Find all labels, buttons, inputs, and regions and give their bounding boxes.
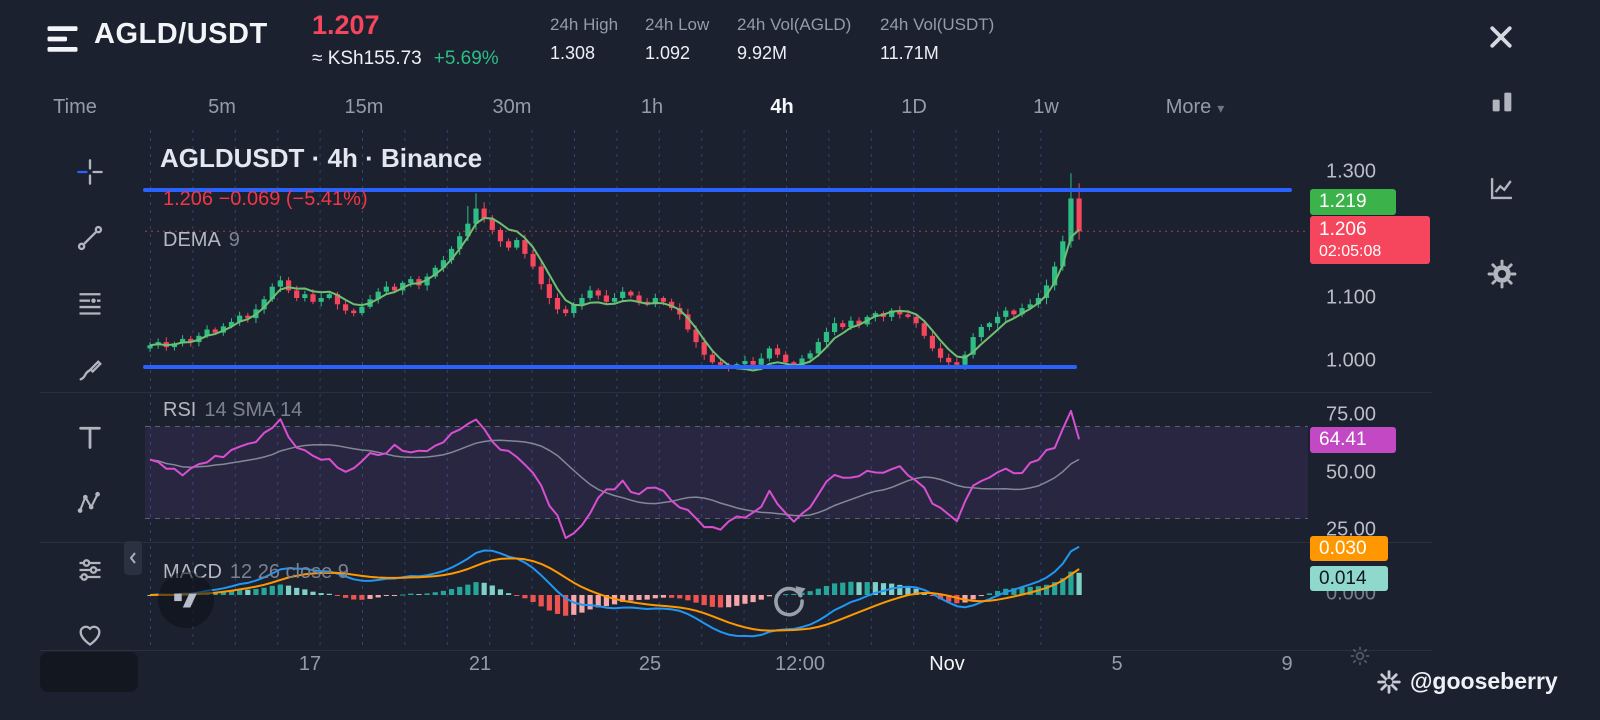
last-price-badge: 1.206 02:05:08 xyxy=(1310,216,1430,264)
gear-icon xyxy=(1487,259,1517,289)
candle-countdown: 02:05:08 xyxy=(1319,242,1382,260)
settings-button[interactable] xyxy=(1484,256,1520,292)
columns-icon xyxy=(1492,92,1512,112)
dema-params: 9 xyxy=(228,229,240,251)
close-icon xyxy=(1490,26,1512,48)
timeframe-Time[interactable]: Time xyxy=(53,96,97,118)
tradingview-logo-icon xyxy=(174,593,197,608)
price-axis-label: 1.100 xyxy=(1326,286,1377,309)
dema-indicator-label[interactable]: DEMA 9 xyxy=(163,229,240,252)
last-price: 1.207 xyxy=(312,10,380,40)
timeframe-more-button[interactable]: More ▾ xyxy=(1166,96,1225,119)
text-tool-icon xyxy=(79,426,101,449)
rsi-params: 14 SMA 14 xyxy=(204,399,303,421)
stat-label: 24h Vol(USDT) xyxy=(880,15,995,34)
dema-value-badge: 1.219 xyxy=(1310,189,1396,215)
watermark: @gooseberry xyxy=(1376,668,1558,695)
heart-icon xyxy=(79,625,101,646)
timeframe-1w[interactable]: 1w xyxy=(1033,96,1059,118)
text-tool-button[interactable] xyxy=(68,415,112,459)
stat-label: 24h Vol(AGLD) xyxy=(737,15,852,34)
xabcd-pattern-icon xyxy=(77,491,100,513)
stat-2: 24h Vol(AGLD) 9.92M xyxy=(737,15,851,64)
symbol-title: AGLD/USDT xyxy=(94,18,268,50)
macd-signal-badge: 0.030 xyxy=(1310,536,1388,561)
stat-value: 1.092 xyxy=(645,43,691,63)
trend-line-icon xyxy=(77,225,103,251)
stat-value: 1.308 xyxy=(550,43,596,63)
timeframe-4h[interactable]: 4h xyxy=(770,96,794,118)
menu-icon xyxy=(47,26,78,52)
stat-label: 24h High xyxy=(550,15,619,34)
xabcd-pattern-tool-button[interactable] xyxy=(68,481,112,525)
stat-1: 24h Low 1.092 xyxy=(645,15,709,64)
columns-panel-button[interactable] xyxy=(1484,84,1520,120)
tradingview-logo[interactable] xyxy=(158,572,214,628)
rsi-axis-label: 75.00 xyxy=(1326,403,1377,426)
last-price-value: 1.206 xyxy=(1319,219,1367,240)
more-label: More xyxy=(1165,96,1212,118)
time-axis-label: 5 xyxy=(1111,653,1123,675)
fib-retracement-icon xyxy=(79,293,101,315)
stat-3: 24h Vol(USDT) 11.71M xyxy=(880,15,994,64)
sliders-icon xyxy=(79,559,101,581)
stat-value: 9.92M xyxy=(737,43,788,63)
rsi-axis-label: 25.00 xyxy=(1326,518,1377,541)
timeframe-15m[interactable]: 15m xyxy=(344,96,384,118)
refresh-icon xyxy=(774,586,806,617)
timeframe-1h[interactable]: 1h xyxy=(640,96,664,118)
chevron-down-icon: ▾ xyxy=(1217,100,1225,116)
time-axis-label: 12:00 xyxy=(774,653,826,675)
macd-value-badge: 0.014 xyxy=(1310,566,1388,591)
rsi-axis-label: 50.00 xyxy=(1326,461,1377,484)
fiat-price: ≈ KSh155.73 xyxy=(312,48,422,69)
watermark-gear-icon xyxy=(1350,646,1370,671)
fib-retracement-tool-button[interactable] xyxy=(68,281,112,325)
timeframe-1D[interactable]: 1D xyxy=(901,96,927,118)
close-button[interactable] xyxy=(1486,22,1518,54)
time-axis-label: 25 xyxy=(638,653,662,675)
sliders-tool-button[interactable] xyxy=(68,548,112,592)
rsi-value-badge: 64.41 xyxy=(1310,427,1396,453)
fiat-price-row: ≈ KSh155.73 +5.69% xyxy=(312,48,499,70)
chart-style-button[interactable] xyxy=(1484,170,1520,206)
rsi-indicator-label[interactable]: RSI 14 SMA 14 xyxy=(163,399,302,422)
chevron-left-icon xyxy=(129,552,136,564)
stat-value: 11.71M xyxy=(880,43,939,63)
price-change-line: 1.206 −0.069 (−5.41%) xyxy=(163,188,368,210)
time-axis-label: Nov xyxy=(929,653,965,675)
stat-0: 24h High 1.308 xyxy=(550,15,618,64)
time-axis-label: 17 xyxy=(298,653,322,675)
price-axis-label: 1.000 xyxy=(1326,349,1377,372)
crosshair-tool-button[interactable] xyxy=(68,150,112,194)
time-axis-label: 9 xyxy=(1281,653,1293,675)
chart-title: AGLDUSDT · 4h · Binance xyxy=(160,143,483,173)
toolbar-corner-shade xyxy=(40,652,138,692)
toolbar-collapse-handle[interactable] xyxy=(124,541,142,575)
macd-params: 12 26 close 9 xyxy=(229,561,349,583)
favorites-tool-button[interactable] xyxy=(68,613,112,657)
brush-icon xyxy=(79,360,102,381)
stat-label: 24h Low xyxy=(645,15,710,34)
timeframe-30m[interactable]: 30m xyxy=(492,96,532,118)
asterisk-icon xyxy=(1377,669,1401,694)
brush-tool-button[interactable] xyxy=(68,348,112,392)
crosshair-icon xyxy=(77,159,103,185)
watermark-handle: @gooseberry xyxy=(1410,668,1558,694)
rsi-name: RSI xyxy=(163,399,197,421)
refresh-button[interactable] xyxy=(770,582,808,620)
menu-button[interactable] xyxy=(46,24,82,54)
dema-name: DEMA xyxy=(163,229,221,251)
timeframe-5m[interactable]: 5m xyxy=(208,96,236,118)
change-percent: +5.69% xyxy=(433,48,499,69)
price-axis-label: 1.300 xyxy=(1326,160,1377,183)
trend-line-tool-button[interactable] xyxy=(68,216,112,260)
time-axis-label: 21 xyxy=(468,653,492,675)
line-chart-icon xyxy=(1490,178,1512,200)
